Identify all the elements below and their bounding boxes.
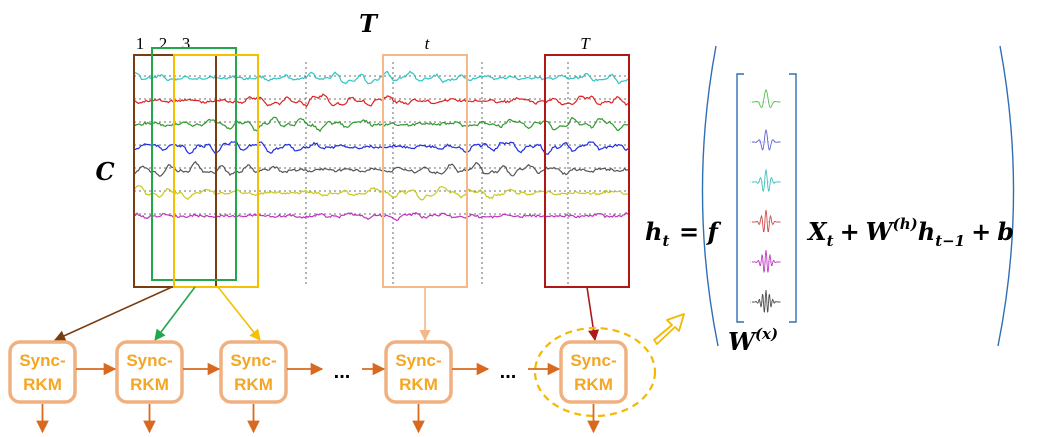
sync-rkm-block: Sync- RKM — [384, 340, 453, 404]
window-number-2: 2 — [159, 34, 168, 53]
rhs-x: X — [806, 217, 828, 246]
ellipsis-2: ... — [500, 361, 517, 383]
block-label-line2: RKM — [130, 375, 169, 394]
rhs-plus-2: + — [971, 217, 991, 246]
window-number-1: 1 — [136, 34, 145, 53]
input-weight-label: W(x) — [728, 325, 778, 356]
highlight-ellipse — [533, 326, 657, 418]
lhs-subscript: t — [662, 232, 669, 250]
sync-rkm-blocks: Sync- RKM Sync- RKM Sync- RKM Sync- RKM … — [8, 340, 628, 404]
block-label-line2: RKM — [574, 375, 613, 394]
matrix-right-bracket — [789, 73, 797, 323]
sync-rkm-block: Sync- RKM — [219, 340, 288, 404]
equation-rhs: Xt + W(h)ht−1 + b — [806, 215, 1014, 250]
eeg-channel-trace — [133, 93, 630, 108]
time-axis-label: T — [359, 9, 379, 38]
eeg-channel-trace — [133, 139, 630, 155]
eeg-channel-trace — [133, 116, 630, 133]
rhs-w: W — [866, 217, 895, 246]
block-label-line1: Sync- — [126, 351, 172, 370]
block-label-line1: Sync- — [395, 351, 441, 370]
filter-icons — [750, 89, 782, 313]
filter-waveform-icon — [752, 209, 780, 232]
rhs-h: h — [918, 217, 935, 246]
window-3 — [173, 54, 259, 288]
window-label-T: T — [580, 34, 591, 53]
rnn-equation: ht = f Xt + W(h)ht−1 + b W(x) — [645, 45, 1015, 356]
lhs-h: h — [645, 217, 662, 246]
arrow-window-3 — [217, 286, 261, 341]
rhs-b: b — [997, 217, 1014, 246]
wx-superscript: (x) — [755, 325, 778, 343]
rhs-h-subscript: t−1 — [935, 232, 965, 250]
block-label-line1: Sync- — [570, 351, 616, 370]
block-label-line2: RKM — [234, 375, 273, 394]
block-label-line1: Sync- — [19, 351, 65, 370]
sync-rkm-block: Sync- RKM — [8, 340, 77, 404]
window-t — [382, 54, 468, 288]
arrow-window-T — [586, 286, 600, 342]
eeg-channel-trace — [133, 185, 630, 201]
rhs-plus-1: + — [840, 217, 860, 246]
sync-rkm-block: Sync- RKM — [115, 340, 184, 404]
window-2 — [151, 47, 237, 281]
block-label-line1: Sync- — [230, 351, 276, 370]
matrix-left-bracket — [736, 73, 744, 323]
block-label-line2: RKM — [23, 375, 62, 394]
filter-waveform-icon — [752, 289, 780, 313]
sync-rkm-block: Sync- RKM — [559, 340, 628, 404]
signal-grid — [134, 62, 629, 285]
eeg-channel-trace — [133, 160, 630, 177]
arrow-window-1 — [53, 286, 173, 341]
window-number-3: 3 — [182, 34, 191, 53]
window-to-block-arrows — [53, 286, 600, 342]
arrow-window-2 — [154, 286, 196, 341]
filter-waveform-icon — [752, 89, 780, 109]
left-parenthesis — [701, 45, 719, 347]
wx-w: W — [728, 327, 757, 356]
eeg-channel-trace — [133, 70, 630, 85]
eeg-signals — [133, 70, 630, 222]
block-label-line2: RKM — [399, 375, 438, 394]
filter-waveform-icon — [752, 128, 780, 151]
filter-waveform-icon — [752, 249, 780, 273]
equals-f: = f — [679, 217, 721, 246]
channel-axis-label: C — [95, 157, 114, 186]
window-label-t: t — [425, 34, 431, 53]
rhs-x-subscript: t — [827, 232, 834, 250]
rhs-w-superscript: (h) — [893, 215, 918, 233]
right-parenthesis — [997, 45, 1015, 347]
output-arrows — [36, 404, 600, 434]
time-windows — [133, 47, 630, 288]
ellipsis-1: ... — [334, 361, 351, 383]
outline-arrow-icon — [653, 313, 685, 345]
filter-waveform-icon — [752, 168, 780, 192]
equation-lhs: ht — [645, 217, 669, 250]
